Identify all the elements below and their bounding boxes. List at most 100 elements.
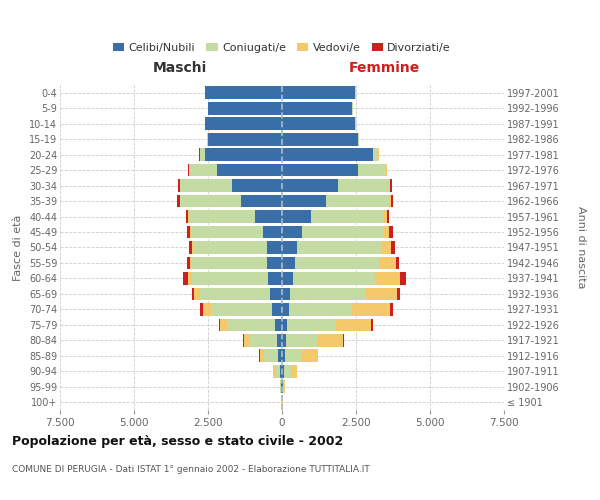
- Bar: [352, 303, 390, 316]
- Bar: [180, 194, 241, 207]
- Bar: [182, 272, 188, 285]
- Bar: [188, 272, 193, 285]
- Bar: [358, 133, 359, 145]
- Bar: [256, 210, 282, 223]
- Text: Femmine: Femmine: [349, 61, 420, 75]
- Bar: [282, 179, 338, 192]
- Bar: [373, 148, 379, 161]
- Bar: [390, 179, 392, 192]
- Bar: [200, 288, 269, 300]
- Bar: [358, 164, 386, 176]
- Bar: [282, 241, 296, 254]
- Bar: [293, 272, 374, 285]
- Bar: [366, 288, 397, 300]
- Bar: [273, 365, 275, 378]
- Bar: [282, 365, 284, 378]
- Bar: [190, 256, 192, 270]
- Text: Popolazione per età, sesso e stato civile - 2002: Popolazione per età, sesso e stato civil…: [12, 435, 343, 448]
- Bar: [227, 318, 275, 331]
- Text: Maschi: Maschi: [153, 61, 207, 75]
- Bar: [191, 226, 263, 238]
- Bar: [264, 350, 278, 362]
- Bar: [193, 272, 268, 285]
- Bar: [217, 164, 282, 176]
- Bar: [283, 380, 284, 393]
- Bar: [282, 148, 373, 161]
- Bar: [286, 334, 317, 346]
- Bar: [284, 365, 291, 378]
- Bar: [269, 288, 282, 300]
- Bar: [191, 241, 193, 254]
- Y-axis label: Anni di nascita: Anni di nascita: [577, 206, 586, 288]
- Bar: [205, 118, 282, 130]
- Bar: [302, 226, 383, 238]
- Bar: [282, 226, 302, 238]
- Bar: [190, 226, 191, 238]
- Y-axis label: Fasce di età: Fasce di età: [13, 214, 23, 280]
- Bar: [381, 241, 391, 254]
- Bar: [250, 334, 277, 346]
- Bar: [189, 210, 256, 223]
- Bar: [371, 318, 373, 331]
- Bar: [278, 350, 282, 362]
- Bar: [282, 210, 311, 223]
- Bar: [396, 256, 399, 270]
- Bar: [243, 334, 244, 346]
- Bar: [282, 288, 290, 300]
- Bar: [200, 148, 205, 161]
- Bar: [280, 365, 282, 378]
- Bar: [383, 226, 389, 238]
- Bar: [220, 318, 227, 331]
- Bar: [268, 272, 282, 285]
- Bar: [187, 226, 190, 238]
- Bar: [205, 148, 282, 161]
- Bar: [281, 380, 282, 393]
- Bar: [296, 241, 381, 254]
- Bar: [379, 256, 396, 270]
- Bar: [391, 241, 395, 254]
- Bar: [386, 210, 389, 223]
- Bar: [389, 226, 393, 238]
- Bar: [326, 194, 389, 207]
- Bar: [282, 102, 352, 115]
- Bar: [282, 334, 286, 346]
- Bar: [282, 133, 358, 145]
- Bar: [263, 226, 282, 238]
- Bar: [311, 210, 384, 223]
- Bar: [232, 179, 282, 192]
- Bar: [187, 256, 190, 270]
- Bar: [260, 350, 264, 362]
- Bar: [282, 256, 295, 270]
- Bar: [343, 334, 344, 346]
- Bar: [208, 133, 282, 145]
- Bar: [390, 303, 393, 316]
- Bar: [219, 318, 220, 331]
- Bar: [200, 303, 203, 316]
- Text: COMUNE DI PERUGIA - Dati ISTAT 1° gennaio 2002 - Elaborazione TUTTITALIA.IT: COMUNE DI PERUGIA - Dati ISTAT 1° gennai…: [12, 465, 370, 474]
- Bar: [338, 179, 389, 192]
- Bar: [374, 272, 400, 285]
- Bar: [397, 288, 400, 300]
- Bar: [207, 133, 208, 145]
- Bar: [336, 318, 371, 331]
- Legend: Celibi/Nubili, Coniugati/e, Vedovi/e, Divorziati/e: Celibi/Nubili, Coniugati/e, Vedovi/e, Di…: [109, 38, 455, 58]
- Bar: [180, 179, 232, 192]
- Bar: [389, 194, 391, 207]
- Bar: [280, 380, 281, 393]
- Bar: [203, 303, 211, 316]
- Bar: [189, 241, 191, 254]
- Bar: [189, 164, 217, 176]
- Bar: [282, 303, 289, 316]
- Bar: [191, 288, 194, 300]
- Bar: [290, 288, 366, 300]
- Bar: [285, 350, 302, 362]
- Bar: [244, 334, 250, 346]
- Bar: [287, 318, 336, 331]
- Bar: [267, 241, 282, 254]
- Bar: [282, 318, 287, 331]
- Bar: [282, 350, 285, 362]
- Bar: [282, 194, 326, 207]
- Bar: [282, 164, 358, 176]
- Bar: [391, 194, 393, 207]
- Bar: [302, 350, 317, 362]
